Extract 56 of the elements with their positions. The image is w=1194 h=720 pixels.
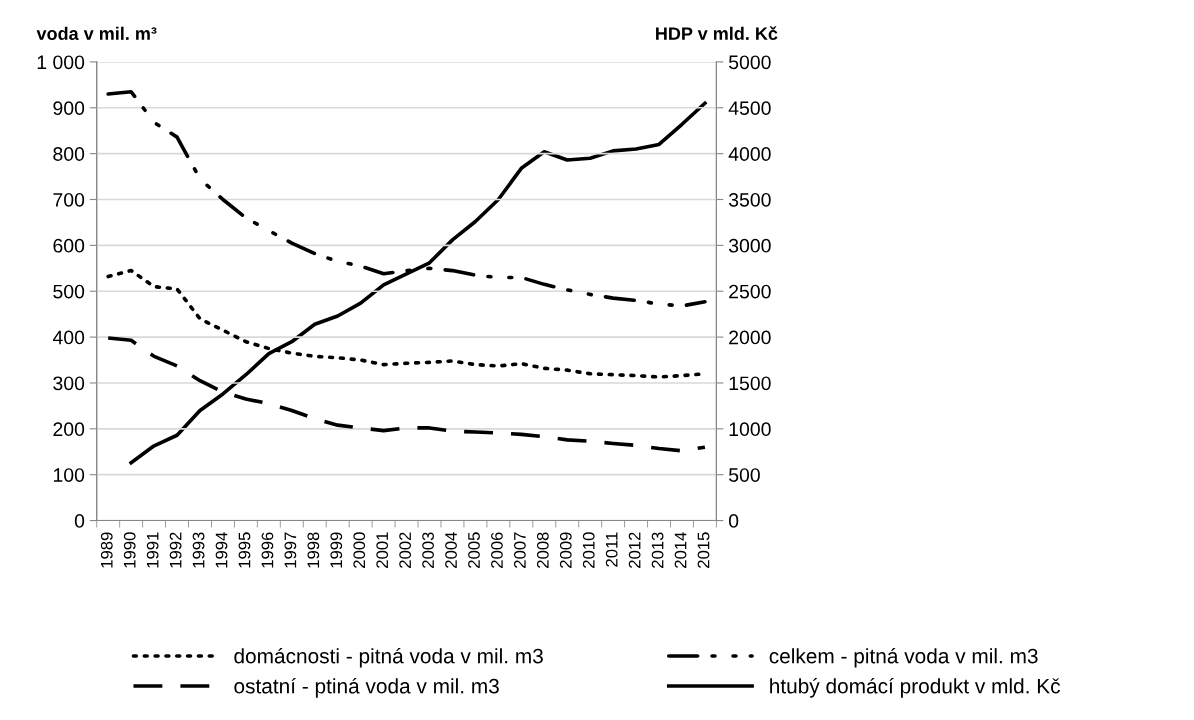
x-tick-label: 2010	[582, 532, 595, 568]
y2-tick-label: 3500	[728, 192, 771, 207]
y-tick-label: 500	[53, 284, 85, 299]
x-tick-label: 2008	[536, 532, 549, 568]
x-tick-label: 1995	[238, 532, 251, 568]
x-tick-label: 1990	[123, 532, 136, 568]
x-tick-label: 1992	[169, 532, 182, 568]
x-tick-label: 2014	[674, 532, 687, 568]
y2-tick-label: 1000	[729, 422, 771, 437]
x-tick-label: 1993	[192, 532, 205, 568]
legend-label: domácnosti - pitná voda v mil. m3	[234, 647, 543, 668]
y-tick-label: 800	[53, 147, 85, 161]
y2-tick-label: 0	[728, 514, 739, 528]
y-tick-label: 400	[52, 330, 85, 345]
y-tick-label: 0	[74, 514, 85, 528]
x-tick-label: 2015	[697, 532, 710, 568]
y-tick-label: 300	[53, 376, 85, 391]
y2-tick-label: 5000	[728, 55, 771, 70]
y2-tick-label: 4500	[728, 101, 771, 116]
y2-tick-label: 1500	[729, 376, 771, 391]
y-axis-title: voda v mil. m³	[36, 26, 157, 41]
x-tick-label: 2001	[376, 532, 389, 568]
legend-label: ostatní - ptiná voda v mil. m3	[234, 677, 499, 698]
y-tick-label: 100	[53, 468, 85, 482]
x-tick-label: 1997	[284, 532, 297, 568]
x-tick-label: 1991	[146, 532, 159, 568]
x-tick-label: 2009	[559, 532, 572, 568]
y-tick-label: 900	[53, 101, 85, 116]
x-tick-label: 1999	[330, 532, 343, 568]
x-tick-label: 2002	[399, 532, 412, 568]
x-tick-label: 2013	[651, 532, 664, 568]
y-tick-label: 200	[53, 422, 85, 437]
y-tick-label: 1 000	[37, 55, 85, 70]
y2-axis-title: HDP v mld. Kč	[656, 26, 778, 41]
legend-label: celkem - pitná voda v mil. m3	[769, 647, 1038, 668]
x-tick-label: 2011	[605, 532, 618, 567]
x-tick-label: 2006	[491, 532, 503, 568]
x-tick-label: 2005	[468, 532, 480, 568]
x-tick-label: 1989	[100, 532, 113, 568]
x-tick-label: 1998	[307, 532, 320, 568]
x-tick-label: 1994	[215, 532, 228, 568]
y2-tick-label: 4000	[728, 147, 771, 161]
x-tick-label: 2012	[628, 532, 641, 568]
y-tick-label: 700	[53, 192, 85, 207]
y2-tick-label: 500	[728, 468, 760, 482]
line-series	[106, 336, 707, 453]
y2-tick-label: 2000	[729, 330, 771, 345]
y2-tick-label: 2500	[729, 284, 771, 299]
x-tick-label: 2003	[422, 532, 434, 568]
x-tick-label: 2007	[513, 532, 526, 568]
legend-label: htubý domácí produkt v mld. Kč	[770, 677, 1061, 698]
x-tick-label: 2004	[445, 532, 457, 568]
x-tick-label: 2000	[353, 532, 366, 568]
y-tick-label: 600	[53, 238, 85, 253]
y2-tick-label: 3000	[728, 238, 771, 253]
x-tick-label: 1996	[261, 532, 274, 568]
